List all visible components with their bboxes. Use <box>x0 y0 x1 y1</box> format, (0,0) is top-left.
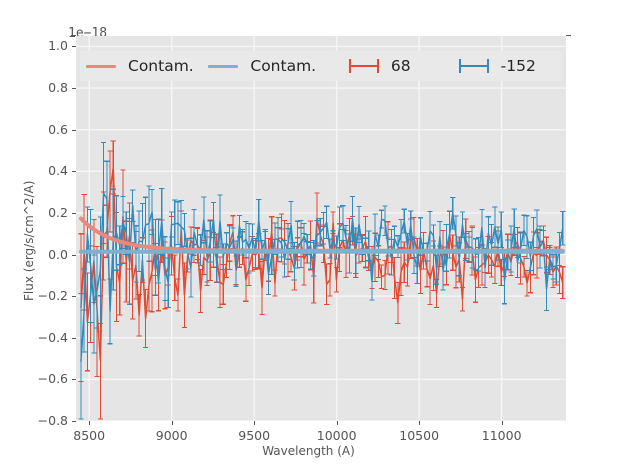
legend-entry-4[interactable]: -152 <box>439 51 557 81</box>
y-tick-mark <box>72 379 76 381</box>
x-tick-mark <box>419 421 421 425</box>
legend-errorbar-swatch <box>348 59 379 73</box>
y-tick-mark <box>72 212 76 214</box>
plot-legend[interactable]: Contam. Contam. 68 -152 <box>80 51 562 81</box>
spectrum-series--152 <box>78 141 566 420</box>
y-tick-label: 0.0 <box>48 246 68 262</box>
legend-label: Contam. <box>250 57 317 75</box>
x-tick-label: 10500 <box>399 428 440 443</box>
y-tick-mark <box>72 129 76 131</box>
y-tick-label: 0.8 <box>48 80 68 96</box>
x-tick-mark <box>501 421 503 425</box>
axis-edge-tick <box>566 35 571 36</box>
y-tick-label: −0.2 <box>37 288 68 304</box>
plot-area <box>76 36 566 421</box>
x-tick-label: 11000 <box>481 428 522 443</box>
y-tick-label: 1.0 <box>48 38 68 54</box>
x-axis-label: Wavelength (A) <box>262 444 355 458</box>
y-tick-mark <box>72 296 76 298</box>
x-tick-mark <box>254 421 256 425</box>
data-series-layer <box>78 140 566 420</box>
x-tick-mark <box>171 421 173 425</box>
legend-label: 68 <box>390 57 411 75</box>
y-tick-label: −0.6 <box>37 371 68 387</box>
y-tick-label: −0.8 <box>37 413 68 428</box>
legend-line-swatch <box>86 64 116 68</box>
x-tick-mark <box>336 421 338 425</box>
y-tick-label: −0.4 <box>37 329 68 345</box>
y-tick-label: 0.4 <box>48 163 68 179</box>
x-tick-label: 8500 <box>73 428 106 443</box>
x-tick-mark <box>89 421 91 425</box>
legend-line-swatch <box>208 64 239 68</box>
y-tick-label: 0.2 <box>48 204 68 220</box>
x-tick-label: 10000 <box>316 428 357 443</box>
y-tick-label: 0.6 <box>48 121 68 137</box>
y-tick-mark <box>72 46 76 48</box>
legend-label: -152 <box>500 57 536 75</box>
legend-label: Contam. <box>128 57 194 75</box>
grid-lines <box>76 36 566 421</box>
axis-edge-tick <box>71 35 76 36</box>
y-tick-mark <box>72 171 76 173</box>
y-tick-mark <box>72 421 76 422</box>
y-axis-label: Flux (erg/s/cm^2/A) <box>22 180 36 301</box>
legend-entry-1[interactable]: Contam. <box>86 51 204 81</box>
legend-entry-2[interactable]: Contam. <box>204 51 322 81</box>
x-tick-label: 9500 <box>238 428 271 443</box>
x-tick-label: 9000 <box>155 428 188 443</box>
y-tick-mark <box>72 254 76 256</box>
y-tick-mark <box>72 337 76 339</box>
y-tick-mark <box>72 88 76 90</box>
legend-errorbar-swatch <box>458 59 489 73</box>
legend-entry-3[interactable]: 68 <box>321 51 439 81</box>
spectrum-series-68 <box>78 140 566 420</box>
